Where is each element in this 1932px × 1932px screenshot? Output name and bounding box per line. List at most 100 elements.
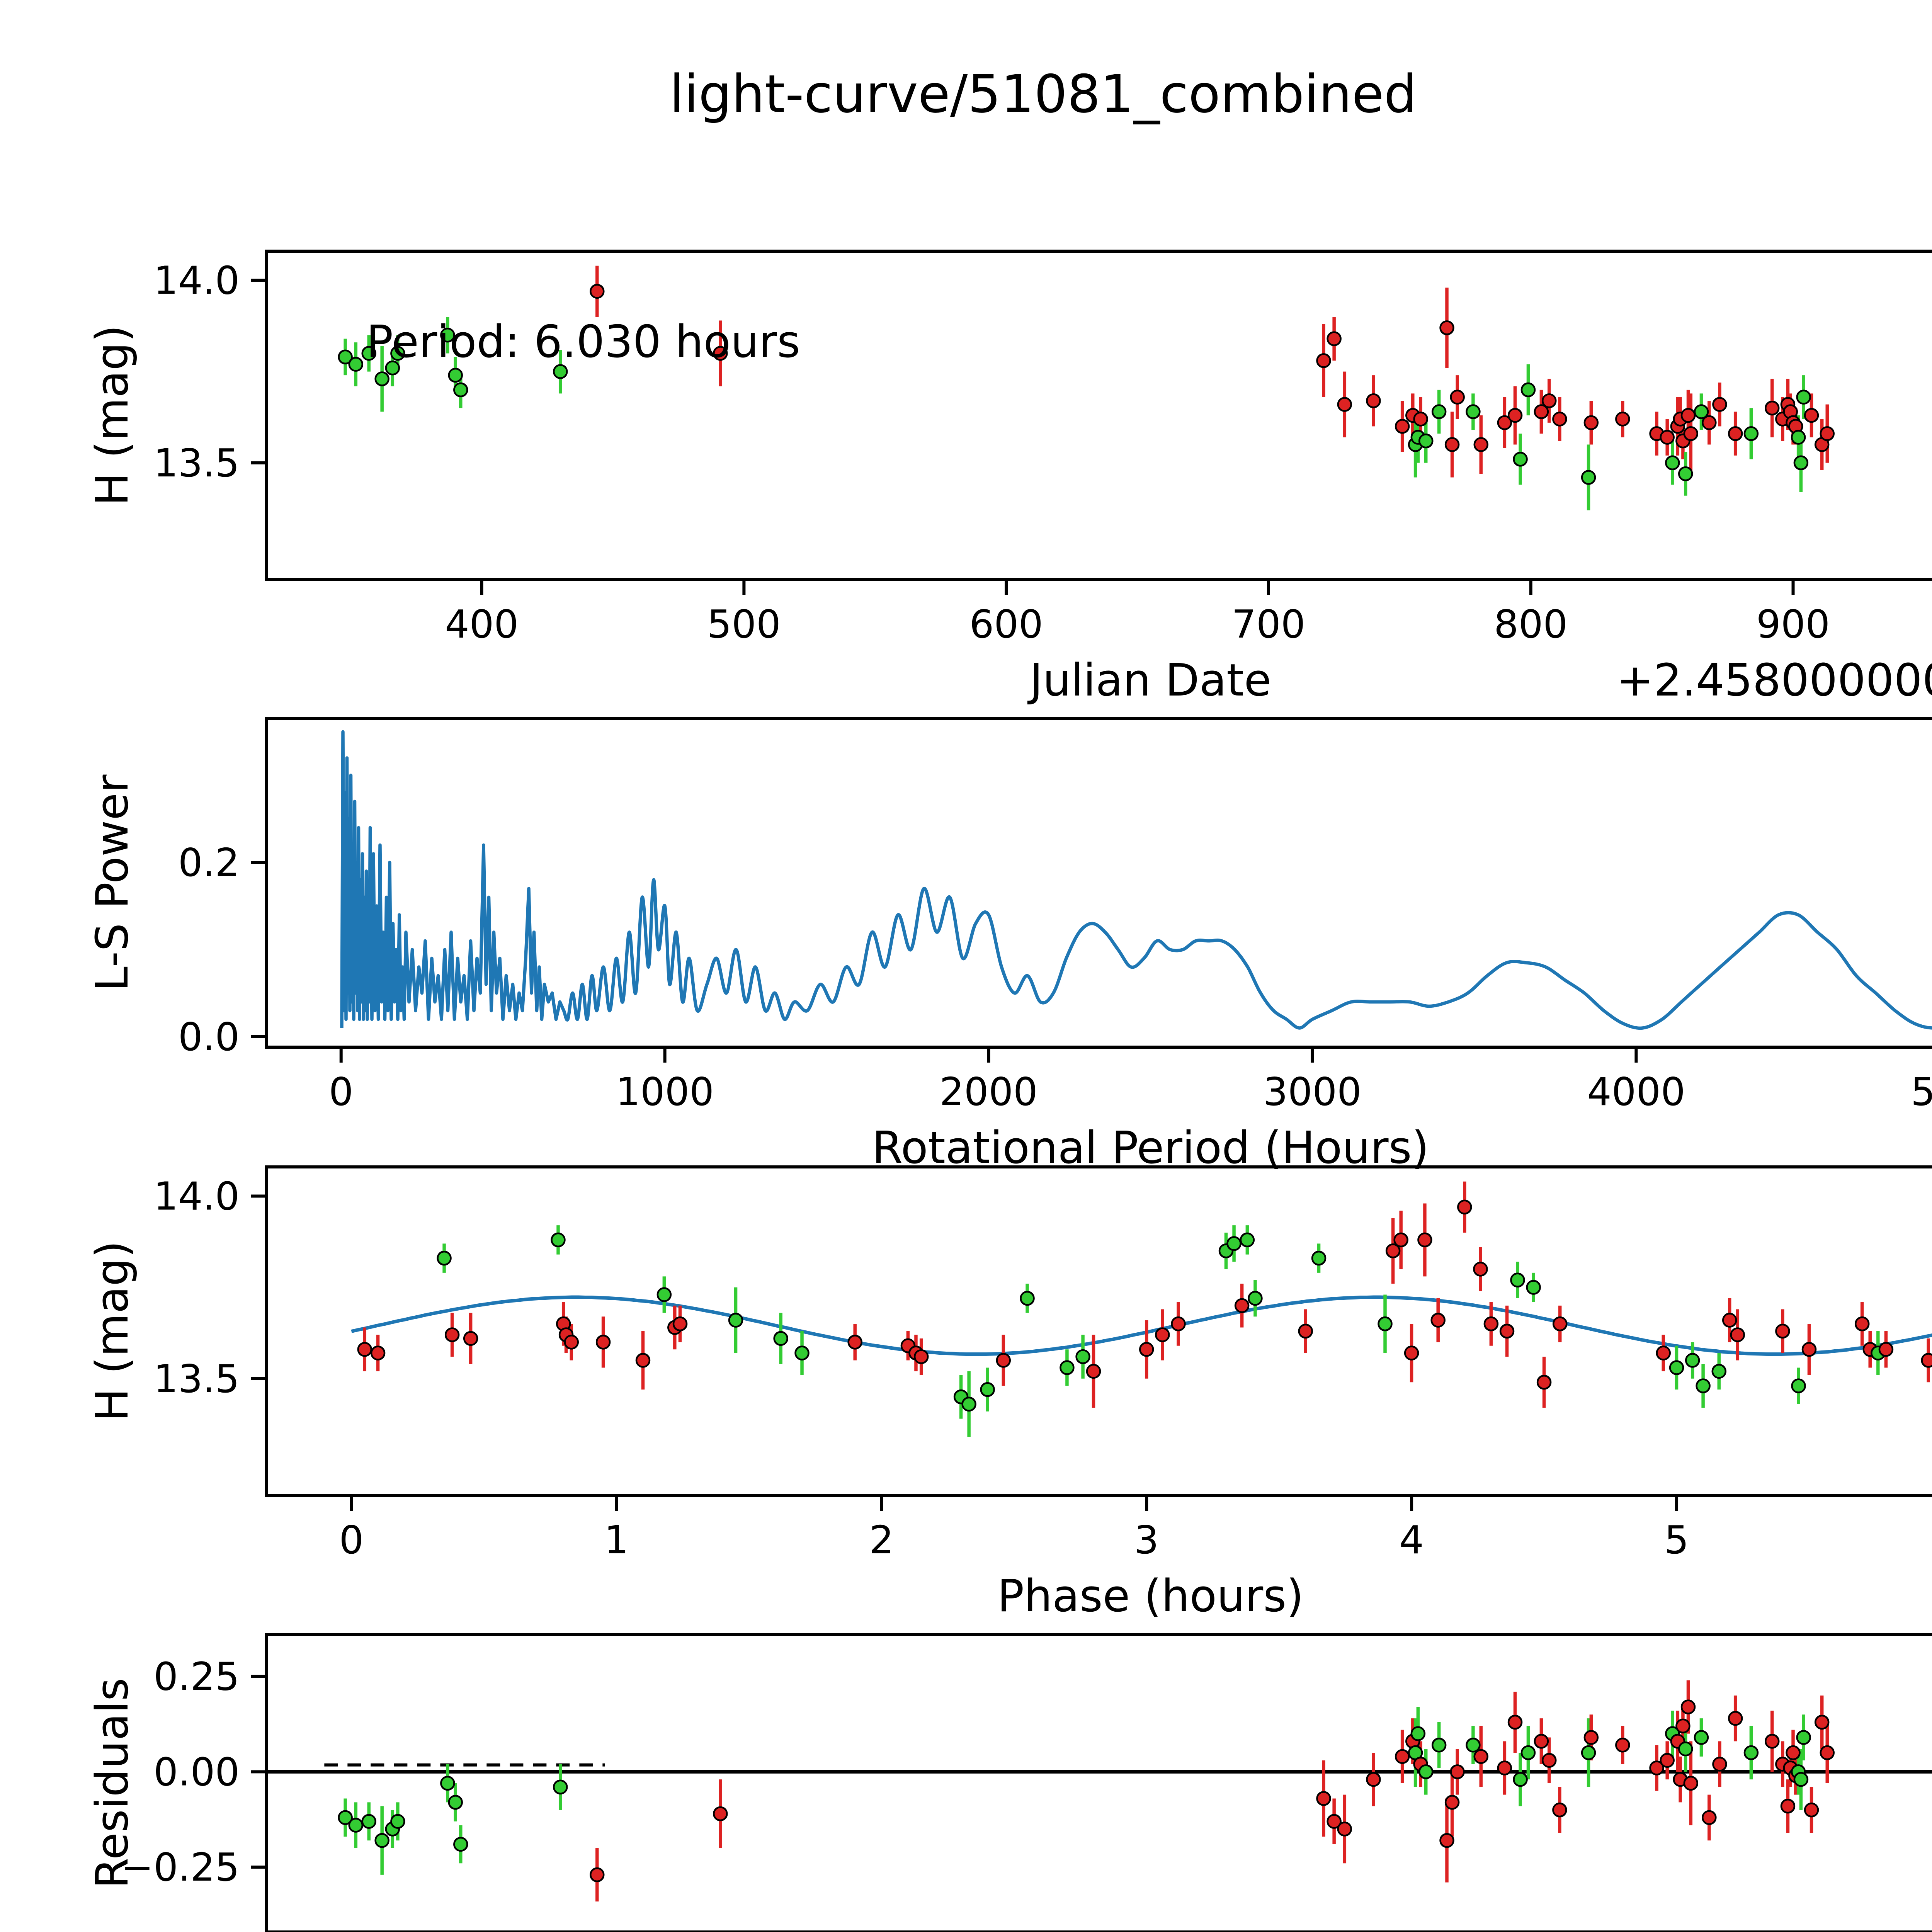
data-point <box>1248 1291 1263 1306</box>
data-point <box>1728 426 1743 441</box>
data-point <box>437 1250 452 1266</box>
data-point <box>1473 1749 1489 1764</box>
data-point <box>1499 1323 1515 1339</box>
data-point <box>361 1814 376 1829</box>
data-point <box>370 1345 386 1361</box>
data-point <box>338 1810 353 1825</box>
data-point <box>1534 1734 1549 1749</box>
data-point <box>1385 1243 1401 1259</box>
data-point <box>1694 404 1709 419</box>
data-point <box>728 1313 743 1328</box>
y-axis-label: L-S Power <box>87 774 138 992</box>
data-point <box>1764 1734 1780 1749</box>
data-point <box>463 1331 478 1346</box>
data-point <box>1155 1327 1170 1342</box>
figure-title: light-curve/51081_combined <box>670 64 1417 124</box>
data-point <box>1086 1364 1101 1379</box>
data-point <box>1473 437 1489 452</box>
data-point <box>1444 437 1460 452</box>
data-point <box>1660 430 1675 445</box>
data-point <box>448 367 463 383</box>
data-point <box>1466 1738 1481 1753</box>
y-axis-label: H (mag) <box>87 1241 138 1422</box>
data-point <box>1552 412 1567 427</box>
data-point <box>1417 1232 1432 1248</box>
data-point <box>1298 1323 1313 1339</box>
data-point <box>1466 404 1481 419</box>
data-point <box>1431 404 1447 419</box>
data-point <box>1921 1353 1932 1368</box>
data-point <box>1669 1360 1684 1375</box>
data-point <box>847 1335 862 1350</box>
x-tick-label: 700 <box>1232 602 1306 647</box>
axes-frame <box>265 1165 1932 1497</box>
data-point <box>1694 1730 1709 1745</box>
y-tick-label: 0.0 <box>178 1014 240 1060</box>
data-point <box>1526 1280 1541 1295</box>
data-point <box>1712 1757 1727 1772</box>
data-point <box>773 1331 788 1346</box>
data-point <box>980 1382 995 1397</box>
x-tick-label: 3000 <box>1263 1069 1362 1114</box>
data-point <box>1327 331 1342 346</box>
data-point <box>1393 1232 1408 1248</box>
data-point <box>1615 1738 1630 1753</box>
data-point <box>448 1795 463 1810</box>
data-point <box>1395 1749 1410 1764</box>
data-point <box>1702 1810 1717 1825</box>
data-point <box>440 327 455 343</box>
data-point <box>1020 1291 1035 1306</box>
x-tick-label: 0 <box>329 1069 354 1114</box>
data-point <box>1685 1353 1700 1368</box>
data-point <box>1366 393 1381 408</box>
data-point <box>1513 1772 1528 1787</box>
data-point <box>1060 1360 1075 1375</box>
axes-frame <box>265 250 1932 581</box>
data-point <box>1791 1378 1806 1393</box>
data-point <box>1327 1814 1342 1829</box>
data-point <box>1678 1741 1693 1757</box>
data-point <box>1711 1364 1727 1379</box>
data-point <box>1696 1378 1711 1393</box>
data-point <box>1820 1745 1835 1760</box>
x-tick-label: 800 <box>1494 602 1568 647</box>
data-point <box>1337 397 1352 412</box>
data-point <box>1075 1349 1090 1364</box>
data-point <box>713 346 728 361</box>
subplot-phase-mag: 0 1 2 3 4 5 6 13.5 14.0 Phase (hours) H (mag) <box>87 1165 1932 1622</box>
data-point <box>1583 415 1599 430</box>
x-tick-label: 400 <box>445 602 519 647</box>
data-point <box>1378 1316 1393 1332</box>
data-point <box>1683 1776 1699 1791</box>
data-point <box>1583 1730 1599 1745</box>
x-tick-label: 5 <box>1664 1517 1689 1563</box>
data-point <box>1520 1745 1536 1760</box>
data-point <box>1552 1802 1567 1818</box>
data-point <box>390 346 405 361</box>
data-point <box>1678 466 1693 481</box>
data-point <box>1581 1745 1596 1760</box>
data-point <box>1413 412 1428 427</box>
data-point <box>1680 1699 1696 1714</box>
data-point <box>635 1353 651 1368</box>
x-tick-label: 600 <box>969 602 1043 647</box>
data-point <box>1615 412 1630 427</box>
data-point <box>374 371 389 386</box>
y-tick-label: 14.0 <box>153 258 240 303</box>
data-point <box>348 357 364 372</box>
data-point <box>1536 1374 1552 1390</box>
y-tick-label: 0.2 <box>178 840 240 885</box>
data-point <box>1854 1316 1870 1332</box>
x-tick-label: 4 <box>1399 1517 1424 1563</box>
data-point <box>1820 426 1835 441</box>
x-axis-label: Julian Date <box>1027 655 1271 706</box>
data-point <box>1507 1714 1523 1730</box>
data-point <box>390 1814 405 1829</box>
data-point <box>595 1335 611 1350</box>
y-axis-label: Residuals <box>87 1678 138 1889</box>
data-point <box>1497 1760 1512 1776</box>
data-point <box>713 1806 728 1821</box>
data-point <box>1410 1726 1426 1741</box>
data-point <box>1418 1764 1434 1779</box>
